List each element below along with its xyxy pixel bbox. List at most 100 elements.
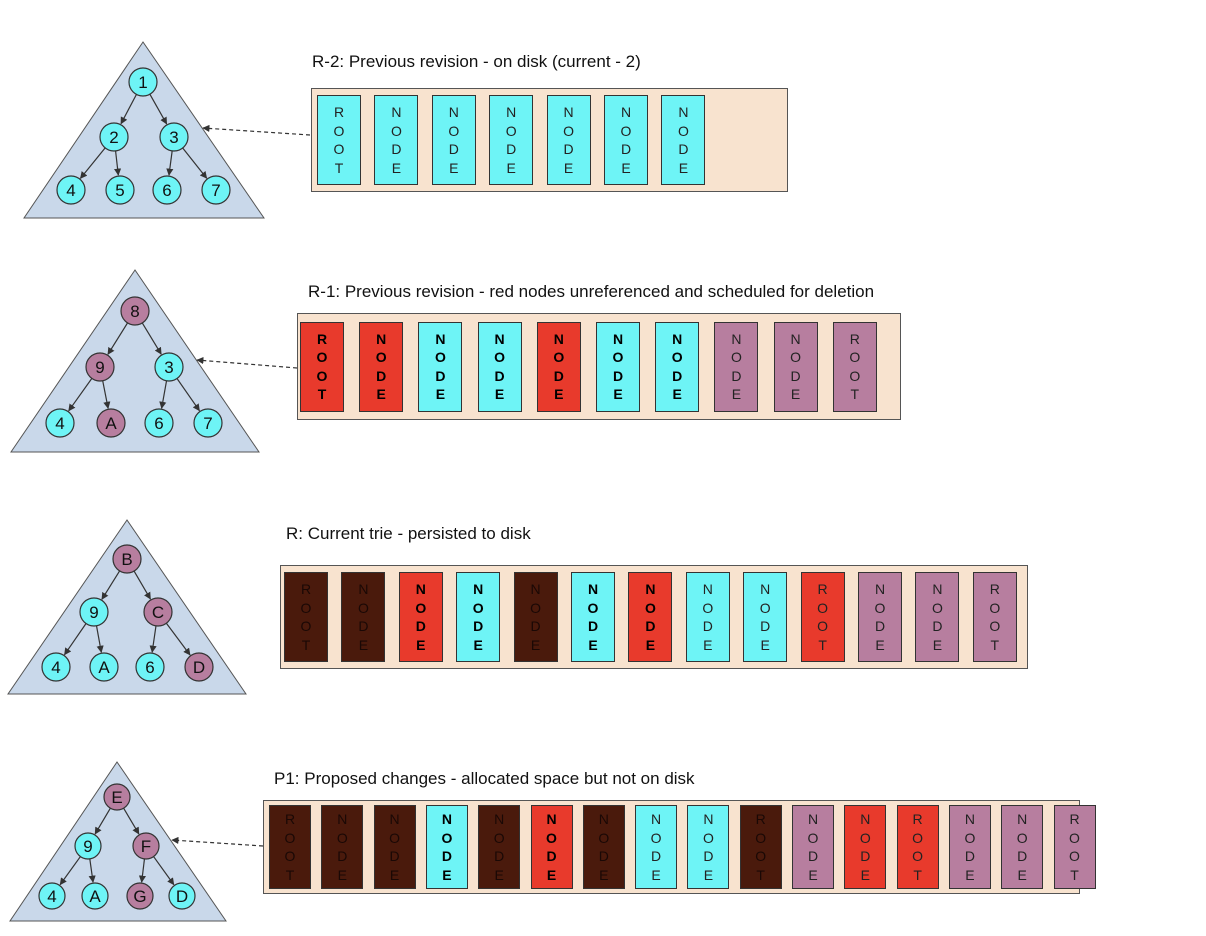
tree-node bbox=[105, 175, 135, 205]
block-letter: O bbox=[415, 599, 427, 616]
block-letter: D bbox=[358, 618, 369, 634]
block-letter: N bbox=[441, 811, 452, 827]
block-letter: O bbox=[375, 349, 387, 365]
block-letter: D bbox=[731, 367, 742, 384]
block-letter: N bbox=[530, 581, 541, 597]
tree-edge bbox=[153, 856, 175, 886]
tree-edge bbox=[88, 858, 96, 883]
block-letter: O bbox=[912, 848, 924, 864]
block-letter: R bbox=[817, 581, 828, 597]
block-letter: D bbox=[337, 848, 348, 864]
tree-node bbox=[99, 122, 129, 152]
tree-node bbox=[201, 175, 231, 205]
block-letter: N bbox=[587, 581, 599, 597]
block-letter: E bbox=[473, 636, 483, 653]
block-letter: O bbox=[755, 848, 767, 864]
trie-tree-1: 1 2 3 4 5 6 7 bbox=[23, 41, 265, 219]
tree-edge bbox=[68, 378, 93, 412]
tree-node-label: 9 bbox=[95, 358, 104, 377]
block-letter: E bbox=[645, 636, 656, 653]
block-letter: O bbox=[755, 829, 767, 846]
block-letter: R bbox=[755, 811, 766, 827]
block-letter: T bbox=[334, 159, 344, 176]
block-letter: N bbox=[964, 811, 975, 827]
tree-node-label: 3 bbox=[164, 358, 173, 377]
tree-edge bbox=[149, 93, 168, 125]
block-letter: E bbox=[678, 159, 689, 176]
block-letter: O bbox=[284, 848, 296, 864]
block-letter: E bbox=[731, 386, 742, 402]
tree-edge bbox=[120, 94, 138, 125]
block-letter: D bbox=[964, 848, 975, 864]
tree-edge bbox=[107, 322, 129, 355]
block-letter: O bbox=[333, 141, 345, 157]
tree-node-label: 9 bbox=[83, 837, 92, 856]
block-letter: N bbox=[702, 581, 713, 597]
block-letter: E bbox=[932, 636, 943, 653]
block-letter: D bbox=[760, 618, 771, 634]
block-letter: D bbox=[553, 367, 564, 384]
block-letter: O bbox=[553, 349, 565, 365]
block-letter: T bbox=[1070, 866, 1079, 883]
tree-node-label: 1 bbox=[138, 73, 147, 92]
block-letter: D bbox=[874, 618, 886, 634]
block-letter: D bbox=[506, 141, 517, 157]
revision-caption: R-2: Previous revision - on disk (curren… bbox=[312, 52, 641, 71]
block-letter: N bbox=[389, 811, 400, 827]
block-letter: R bbox=[989, 581, 1000, 597]
block-letter: O bbox=[505, 122, 517, 139]
tree-edge bbox=[123, 807, 140, 835]
tree-edge bbox=[141, 322, 162, 355]
block-letter: O bbox=[336, 829, 348, 846]
block-letter: N bbox=[415, 581, 426, 597]
block-letter: O bbox=[563, 122, 575, 139]
block-letter: E bbox=[599, 866, 609, 883]
tree-node bbox=[159, 122, 189, 152]
block-letter: O bbox=[644, 599, 656, 616]
block-letter: N bbox=[760, 581, 771, 597]
block-letter: O bbox=[790, 349, 802, 365]
block-letter: E bbox=[965, 866, 975, 883]
block-letter: D bbox=[448, 141, 459, 157]
block-letter: N bbox=[807, 811, 819, 827]
tree-node-label: 8 bbox=[130, 302, 139, 321]
block-letter: N bbox=[645, 581, 656, 597]
tree-edge bbox=[159, 380, 168, 409]
block-letter: O bbox=[650, 829, 662, 846]
block-letter: D bbox=[932, 618, 943, 634]
block-letter: T bbox=[990, 636, 1000, 653]
block-letter: E bbox=[530, 636, 541, 653]
block-letter: N bbox=[563, 104, 574, 120]
block-letter: D bbox=[494, 367, 505, 384]
tree-edge bbox=[182, 147, 208, 179]
block-letter: D bbox=[620, 141, 632, 157]
block-letter: E bbox=[449, 159, 459, 176]
tree-node bbox=[168, 882, 196, 910]
tree-node-label: C bbox=[152, 603, 164, 622]
trie-tree-3: B 9 C 4 A 6 D bbox=[7, 519, 247, 695]
revision-caption: P1: Proposed changes - allocated space b… bbox=[274, 769, 695, 788]
block-letter: E bbox=[391, 159, 402, 176]
block-letter: N bbox=[494, 330, 505, 347]
block-letter: O bbox=[912, 829, 924, 846]
block-letter: O bbox=[702, 829, 714, 846]
root-pointer-arrow bbox=[196, 356, 298, 369]
block-letter: O bbox=[493, 829, 505, 846]
block-letter: O bbox=[874, 599, 886, 616]
block-letter: O bbox=[702, 599, 714, 616]
block-letter: E bbox=[494, 386, 505, 402]
tree-edge bbox=[94, 807, 111, 835]
block-letter: O bbox=[849, 349, 861, 365]
block-letter: D bbox=[587, 618, 599, 634]
tree-node-label: A bbox=[98, 658, 110, 677]
block-letter: D bbox=[703, 848, 714, 864]
